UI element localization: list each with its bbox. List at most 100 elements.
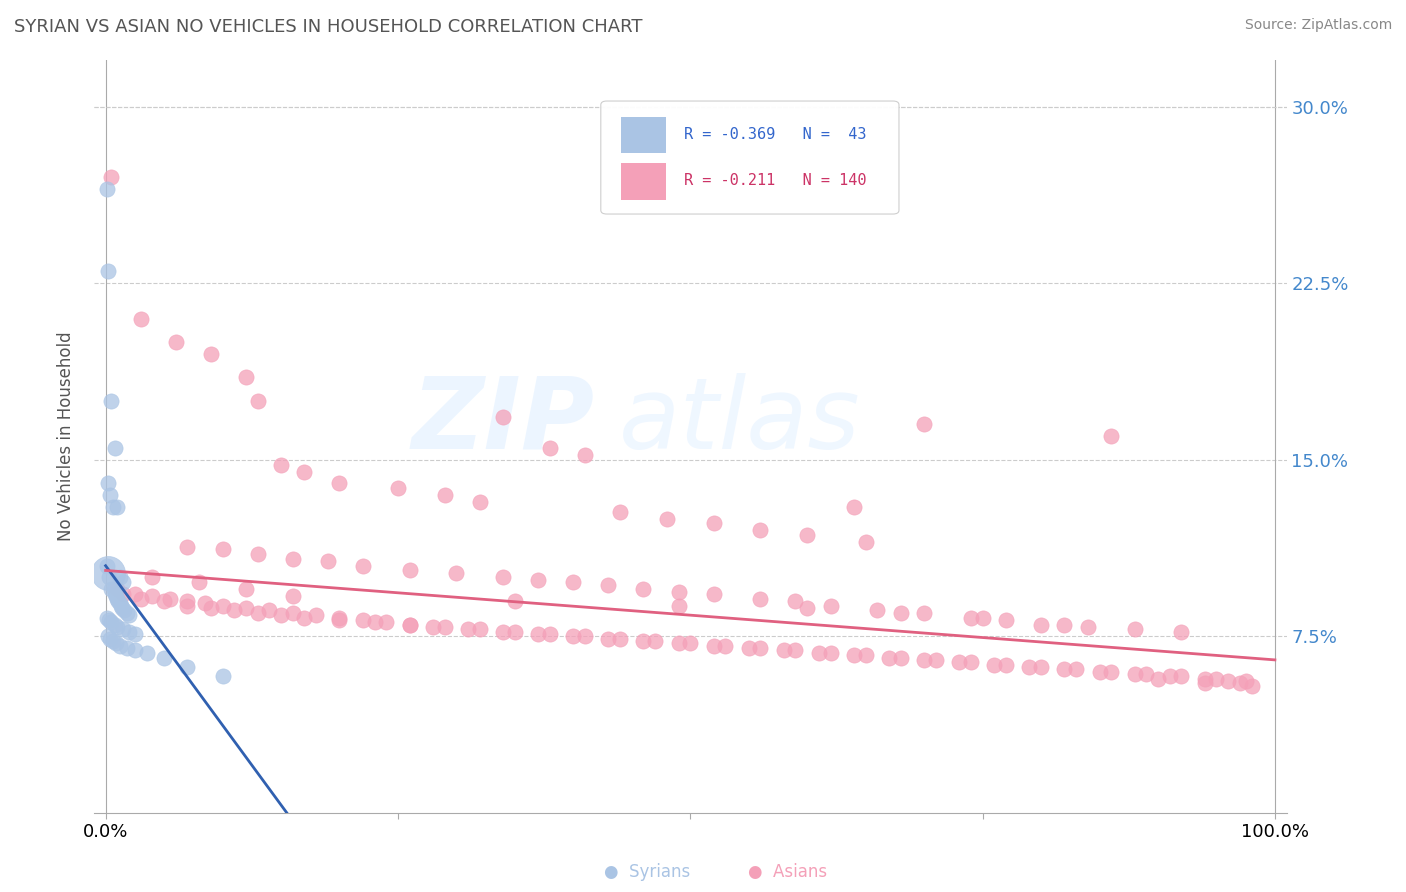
Point bbox=[433, 488, 456, 502]
Point bbox=[270, 458, 292, 472]
Point bbox=[574, 448, 596, 462]
Point bbox=[1088, 665, 1111, 679]
Point bbox=[200, 347, 222, 361]
Point bbox=[281, 590, 304, 604]
Point bbox=[328, 610, 350, 624]
Point bbox=[115, 606, 138, 620]
Point bbox=[1135, 667, 1157, 681]
Point bbox=[224, 603, 246, 617]
Text: Source: ZipAtlas.com: Source: ZipAtlas.com bbox=[1244, 18, 1392, 32]
Point bbox=[598, 632, 620, 646]
Point bbox=[352, 613, 374, 627]
Point bbox=[820, 599, 842, 613]
Point bbox=[842, 500, 865, 514]
Point bbox=[135, 646, 157, 660]
Point bbox=[246, 606, 269, 620]
Point bbox=[925, 653, 948, 667]
Point bbox=[562, 575, 585, 590]
Point bbox=[1053, 662, 1076, 676]
Point bbox=[129, 311, 152, 326]
Point bbox=[398, 617, 420, 632]
Point bbox=[492, 410, 515, 425]
Point bbox=[141, 570, 163, 584]
Point bbox=[668, 599, 690, 613]
Point bbox=[292, 465, 315, 479]
Point bbox=[97, 629, 120, 643]
Point bbox=[1029, 617, 1052, 632]
Point bbox=[1229, 676, 1251, 690]
Point bbox=[468, 622, 491, 636]
Point bbox=[855, 535, 877, 549]
Point bbox=[153, 594, 176, 608]
Point bbox=[259, 603, 281, 617]
Point bbox=[118, 608, 141, 623]
Point bbox=[772, 643, 794, 657]
Point bbox=[316, 554, 339, 568]
Point bbox=[492, 570, 515, 584]
Point bbox=[387, 481, 409, 495]
Text: ●  Syrians: ● Syrians bbox=[603, 863, 690, 881]
Point bbox=[703, 516, 725, 531]
Y-axis label: No Vehicles in Household: No Vehicles in Household bbox=[58, 332, 75, 541]
Point bbox=[328, 613, 350, 627]
Point bbox=[105, 590, 128, 604]
Point bbox=[527, 627, 550, 641]
Point bbox=[890, 606, 912, 620]
Point bbox=[363, 615, 385, 630]
Point bbox=[104, 617, 127, 632]
Text: ●  Asians: ● Asians bbox=[748, 863, 827, 881]
Point bbox=[1123, 667, 1146, 681]
Point bbox=[305, 608, 328, 623]
Point bbox=[807, 646, 830, 660]
Point bbox=[1234, 674, 1257, 689]
Point bbox=[457, 622, 479, 636]
Point bbox=[1099, 665, 1122, 679]
Point bbox=[398, 617, 420, 632]
Point bbox=[668, 584, 690, 599]
Point bbox=[749, 591, 772, 606]
Point bbox=[100, 582, 122, 597]
Point bbox=[574, 629, 596, 643]
Point bbox=[108, 639, 131, 653]
Point bbox=[1216, 674, 1239, 689]
Point bbox=[281, 606, 304, 620]
Point bbox=[235, 601, 257, 615]
Point bbox=[1194, 676, 1216, 690]
Point bbox=[1147, 672, 1170, 686]
Point bbox=[433, 620, 456, 634]
Point bbox=[842, 648, 865, 663]
Point bbox=[1064, 662, 1087, 676]
Point bbox=[1240, 679, 1263, 693]
Point bbox=[446, 566, 468, 580]
Point bbox=[738, 641, 761, 656]
Point bbox=[994, 613, 1017, 627]
Point bbox=[112, 603, 135, 617]
Point bbox=[633, 634, 655, 648]
Point bbox=[159, 591, 181, 606]
Point bbox=[104, 587, 127, 601]
Point bbox=[153, 650, 176, 665]
Point bbox=[866, 603, 889, 617]
Point bbox=[1170, 624, 1192, 639]
Point bbox=[527, 573, 550, 587]
Point bbox=[270, 608, 292, 623]
Point bbox=[714, 639, 737, 653]
Point bbox=[97, 566, 120, 580]
Point bbox=[211, 542, 233, 557]
Point bbox=[912, 606, 935, 620]
Point bbox=[644, 634, 666, 648]
Point bbox=[98, 570, 121, 584]
Point bbox=[281, 551, 304, 566]
Point bbox=[960, 610, 983, 624]
Point bbox=[1077, 620, 1099, 634]
Point bbox=[211, 599, 233, 613]
Point bbox=[1029, 660, 1052, 674]
Point bbox=[176, 599, 198, 613]
Point bbox=[105, 620, 128, 634]
Point bbox=[1099, 429, 1122, 443]
Point bbox=[749, 524, 772, 538]
Point bbox=[633, 582, 655, 597]
Point bbox=[820, 646, 842, 660]
Point bbox=[96, 558, 118, 573]
Point bbox=[890, 650, 912, 665]
